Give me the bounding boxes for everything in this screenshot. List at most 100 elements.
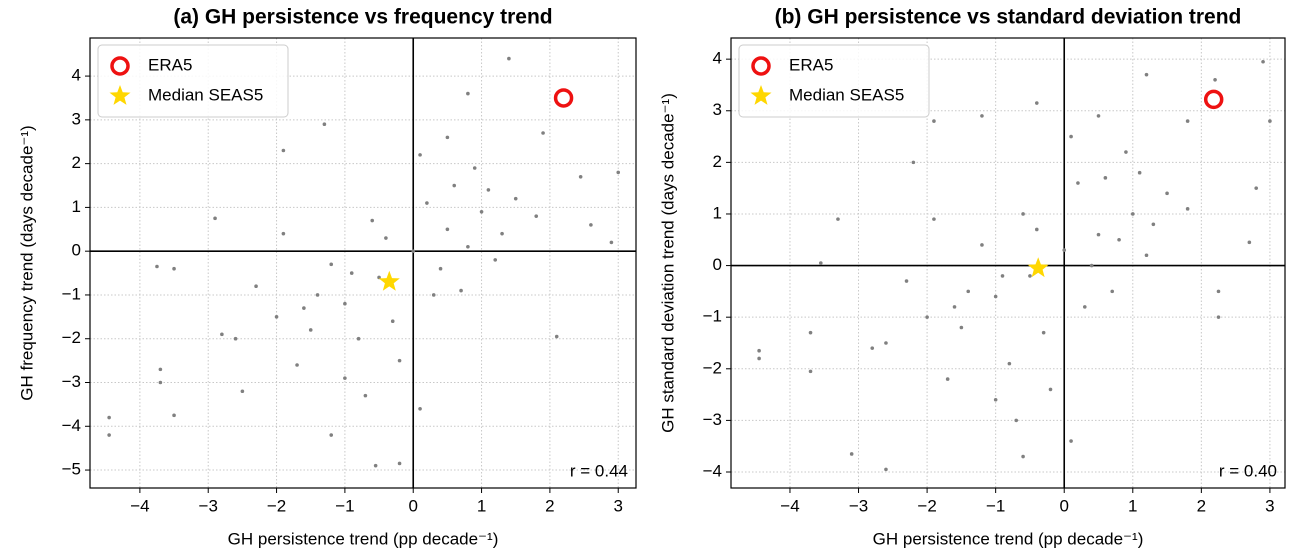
point bbox=[438, 266, 443, 271]
point bbox=[390, 319, 395, 324]
point bbox=[445, 135, 450, 140]
point bbox=[1213, 78, 1217, 82]
legend-marker bbox=[109, 85, 131, 105]
point bbox=[107, 433, 111, 437]
point bbox=[980, 114, 984, 118]
point bbox=[616, 170, 621, 175]
y-tick-label: 0 bbox=[713, 255, 722, 274]
y-tick-label: −3 bbox=[62, 372, 81, 391]
point bbox=[343, 376, 347, 380]
point bbox=[1069, 439, 1073, 443]
annotation: r = 0.44 bbox=[570, 461, 628, 480]
point bbox=[1103, 176, 1108, 180]
point bbox=[158, 367, 163, 372]
point bbox=[172, 266, 176, 271]
annotation: r = 0.40 bbox=[1219, 461, 1277, 480]
legend-label: Median SEAS5 bbox=[148, 85, 263, 104]
point bbox=[966, 289, 971, 294]
x-tick-label: −4 bbox=[130, 496, 149, 515]
x-tick-label: 1 bbox=[477, 496, 486, 515]
point bbox=[1014, 418, 1019, 423]
point bbox=[513, 196, 518, 201]
point bbox=[1185, 207, 1190, 211]
point bbox=[554, 334, 559, 339]
point bbox=[1076, 181, 1080, 185]
x-tick-label: −3 bbox=[849, 496, 868, 515]
point bbox=[1110, 289, 1115, 294]
point bbox=[1261, 59, 1265, 64]
point bbox=[281, 148, 286, 153]
legend-label: ERA5 bbox=[789, 55, 833, 74]
point bbox=[233, 336, 238, 341]
point bbox=[993, 294, 998, 299]
point bbox=[808, 330, 813, 335]
point bbox=[849, 452, 854, 456]
point bbox=[932, 217, 936, 221]
point bbox=[397, 461, 402, 466]
point bbox=[466, 245, 470, 249]
point bbox=[757, 356, 761, 361]
legend-marker bbox=[110, 56, 130, 76]
median-marker bbox=[1027, 257, 1049, 278]
point bbox=[1096, 114, 1101, 118]
chart-title: (a) GH persistence vs frequency trend bbox=[173, 6, 552, 29]
point bbox=[155, 264, 159, 269]
point bbox=[1124, 150, 1128, 154]
point bbox=[397, 358, 402, 363]
point bbox=[486, 188, 491, 192]
point bbox=[308, 328, 313, 332]
point bbox=[329, 433, 334, 437]
point bbox=[1048, 387, 1053, 392]
point bbox=[1137, 170, 1142, 175]
point bbox=[1082, 305, 1087, 309]
point bbox=[425, 201, 429, 205]
legend-box bbox=[97, 44, 289, 118]
x-tick-label: 2 bbox=[545, 496, 554, 515]
point bbox=[343, 301, 347, 306]
point bbox=[1117, 237, 1121, 242]
point bbox=[1247, 240, 1252, 245]
plot-frame bbox=[730, 37, 1286, 489]
point bbox=[1007, 361, 1012, 366]
point bbox=[1216, 289, 1221, 294]
x-tick-label: 3 bbox=[1265, 496, 1274, 515]
legend-label: Median SEAS5 bbox=[789, 85, 904, 104]
point bbox=[295, 363, 299, 367]
x-tick-label: 3 bbox=[613, 496, 622, 515]
point bbox=[1000, 274, 1005, 278]
point bbox=[466, 91, 470, 96]
point bbox=[329, 262, 334, 267]
y-tick-label: −1 bbox=[62, 284, 81, 303]
y-tick-label: −5 bbox=[62, 460, 81, 479]
y-tick-label: 1 bbox=[713, 203, 722, 222]
era5-marker bbox=[1203, 89, 1224, 110]
point bbox=[945, 377, 950, 381]
y-tick-label: 3 bbox=[72, 109, 81, 128]
point bbox=[418, 406, 422, 411]
y-tick-label: 4 bbox=[72, 66, 81, 85]
y-tick-label: −3 bbox=[703, 410, 722, 429]
point bbox=[1089, 263, 1094, 268]
point bbox=[993, 397, 998, 402]
point bbox=[315, 293, 320, 297]
y-axis-label: GH frequency trend (days decade⁻¹) bbox=[17, 125, 36, 400]
x-axis-label: GH persistence trend (pp decade⁻¹) bbox=[873, 529, 1144, 548]
point bbox=[1034, 101, 1039, 105]
point bbox=[1165, 191, 1169, 196]
point bbox=[1151, 222, 1156, 227]
point bbox=[281, 231, 286, 236]
point bbox=[459, 288, 463, 293]
point bbox=[356, 336, 361, 341]
legend-label: ERA5 bbox=[148, 55, 192, 74]
point bbox=[1185, 119, 1190, 123]
point bbox=[370, 218, 375, 223]
point bbox=[1028, 274, 1032, 278]
point bbox=[1021, 454, 1025, 459]
point bbox=[240, 389, 245, 394]
point bbox=[884, 467, 888, 472]
point bbox=[493, 258, 498, 262]
point bbox=[254, 284, 258, 289]
point bbox=[589, 223, 593, 227]
point bbox=[1144, 72, 1149, 77]
point bbox=[472, 166, 477, 170]
